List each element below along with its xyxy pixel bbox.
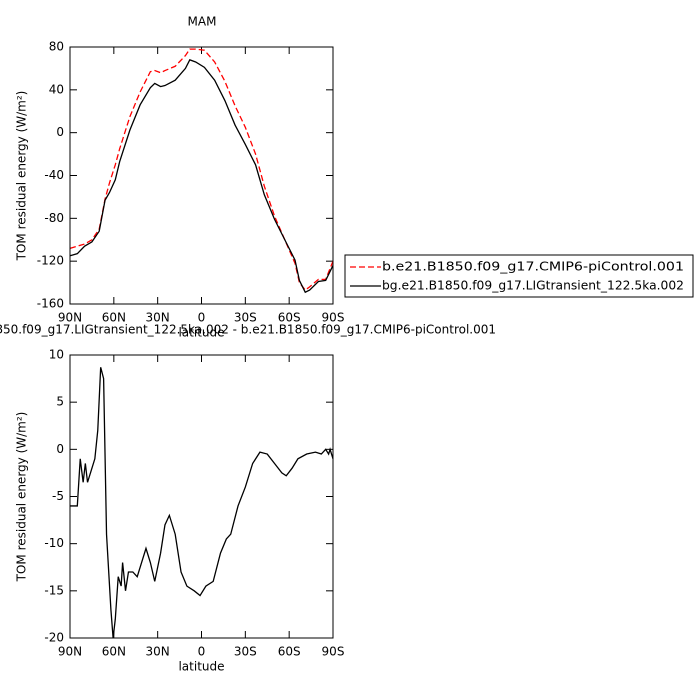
y-tick-label: 0 [56, 442, 64, 456]
legend-label: b.e21.B1850.f09_g17.CMIP6-piControl.001 [382, 260, 684, 274]
x-tick-label: 60N [102, 311, 126, 325]
x-tick-label: 30S [234, 645, 257, 659]
data-line [70, 367, 334, 639]
y-tick-label: 80 [49, 40, 64, 54]
y-axis-label: TOM residual energy (W/m²) [15, 412, 29, 583]
y-tick-label: 0 [56, 125, 64, 139]
plot-frame [69, 46, 334, 305]
legend-box [344, 254, 694, 298]
x-axis-label: latitude [178, 326, 224, 340]
x-tick-label: 90N [58, 311, 82, 325]
legend-label: bg.e21.B1850.f09_g17.LIGtransient_122.5k… [382, 279, 684, 293]
x-tick-label: 90S [322, 311, 345, 325]
x-tick-label: 90N [58, 645, 82, 659]
x-axis-label: latitude [178, 660, 224, 674]
chart-title: MAM [188, 15, 217, 29]
y-tick-label: -40 [44, 168, 64, 182]
y-tick-label: -5 [52, 489, 64, 503]
x-tick-label: 60N [102, 645, 126, 659]
y-tick-label: -15 [44, 583, 64, 597]
data-line [69, 59, 334, 294]
x-tick-label: 30N [146, 645, 170, 659]
y-tick-label: 5 [56, 395, 64, 409]
data-line [69, 48, 334, 291]
y-tick-label: -120 [37, 254, 64, 268]
x-tick-label: 60S [278, 645, 301, 659]
y-tick-label: -20 [44, 631, 64, 645]
x-tick-label: 0 [198, 311, 206, 325]
y-tick-label: 40 [49, 82, 64, 96]
x-tick-label: 30S [234, 311, 257, 325]
x-tick-label: 60S [278, 311, 301, 325]
y-tick-label: -80 [44, 211, 64, 225]
x-tick-label: 0 [198, 645, 206, 659]
x-tick-label: 90S [322, 645, 345, 659]
y-tick-label: -160 [37, 297, 64, 311]
x-tick-label: 30N [146, 311, 170, 325]
y-tick-label: -10 [44, 536, 64, 550]
y-axis-label: TOM residual energy (W/m²) [15, 91, 29, 262]
plot-frame [69, 354, 334, 639]
chart-title: bg.e21.B1850.f09_g17.LIGtransient_122.5k… [0, 323, 496, 337]
y-tick-label: 10 [49, 348, 64, 362]
